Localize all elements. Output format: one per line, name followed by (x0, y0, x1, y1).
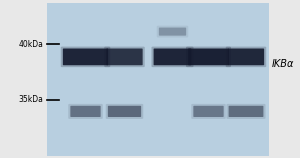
FancyBboxPatch shape (226, 104, 266, 119)
FancyBboxPatch shape (188, 49, 229, 65)
FancyBboxPatch shape (154, 49, 191, 65)
FancyBboxPatch shape (108, 106, 141, 117)
FancyBboxPatch shape (63, 49, 108, 65)
FancyBboxPatch shape (68, 104, 103, 119)
FancyBboxPatch shape (106, 104, 143, 119)
FancyBboxPatch shape (228, 49, 264, 65)
FancyBboxPatch shape (157, 26, 188, 37)
FancyBboxPatch shape (229, 106, 263, 117)
FancyBboxPatch shape (152, 47, 194, 67)
FancyBboxPatch shape (194, 106, 224, 117)
FancyBboxPatch shape (61, 47, 110, 67)
Text: 35kDa: 35kDa (19, 95, 44, 104)
FancyBboxPatch shape (191, 104, 226, 119)
Text: IKBα: IKBα (272, 59, 294, 69)
FancyBboxPatch shape (106, 49, 143, 65)
FancyBboxPatch shape (104, 47, 145, 67)
FancyBboxPatch shape (186, 47, 231, 67)
FancyBboxPatch shape (70, 106, 101, 117)
Text: 40kDa: 40kDa (19, 40, 44, 49)
Bar (46, 3, 268, 156)
FancyBboxPatch shape (226, 47, 266, 67)
FancyBboxPatch shape (159, 27, 186, 36)
